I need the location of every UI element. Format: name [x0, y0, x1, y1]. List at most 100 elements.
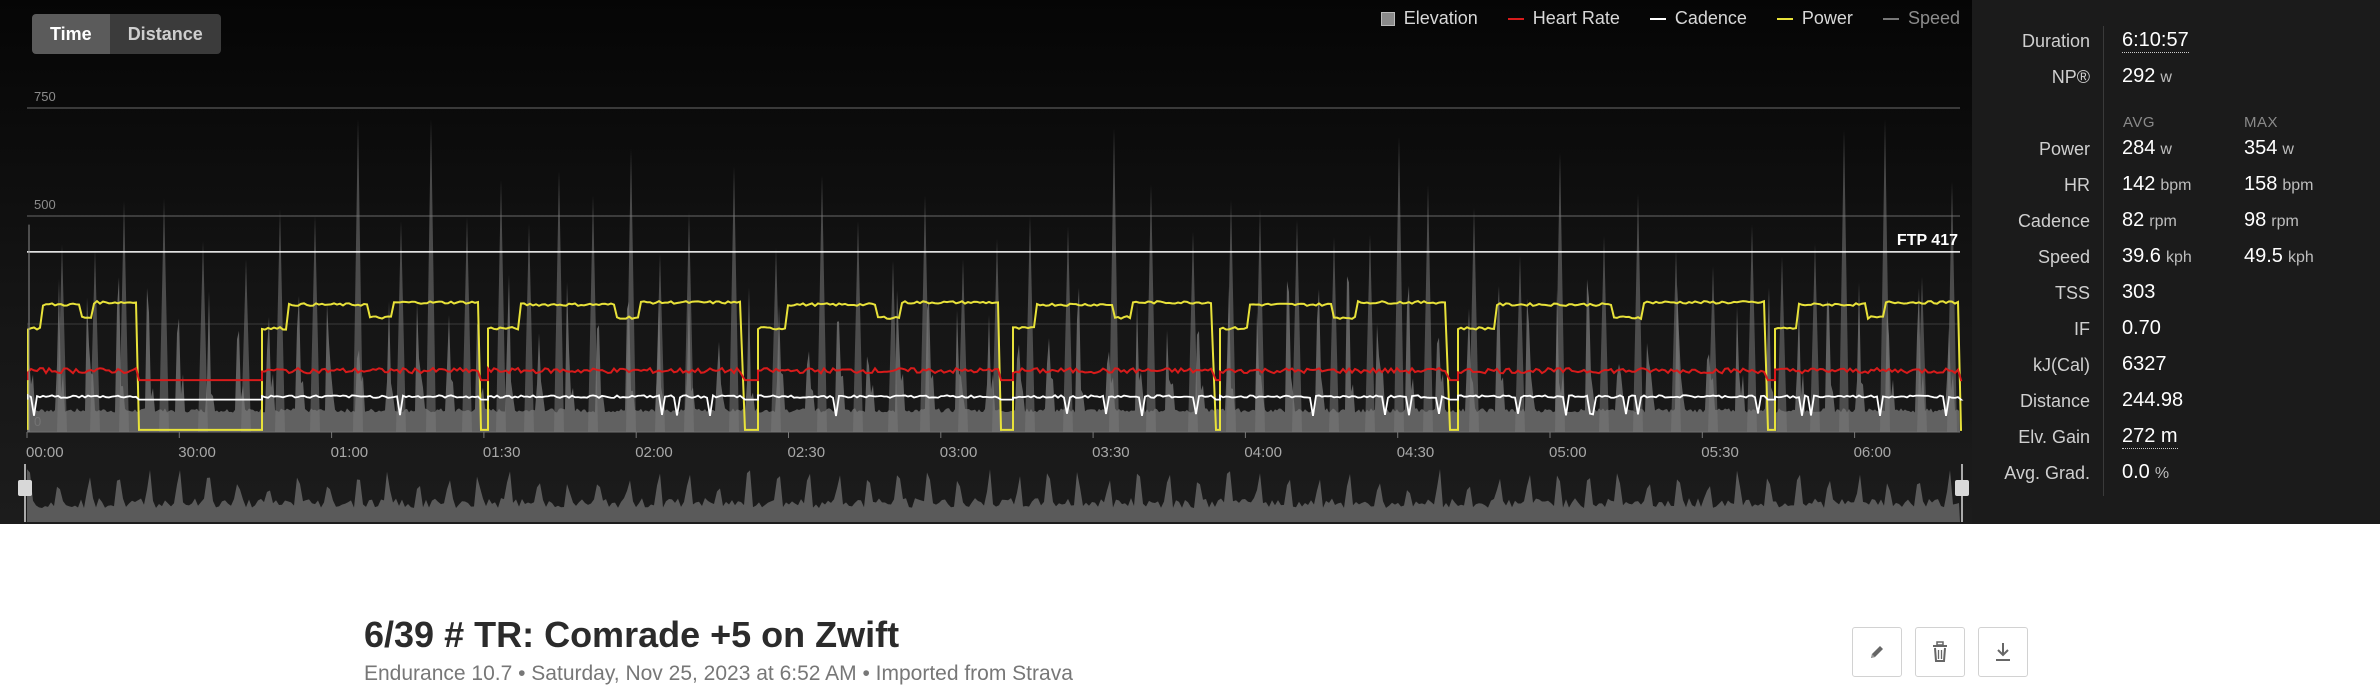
- download-icon: [1996, 643, 2010, 661]
- elevation-spike: [853, 220, 863, 432]
- cadence-max-unit: rpm: [2271, 213, 2299, 230]
- cadence-avg: 82 rpm: [2122, 209, 2177, 232]
- speed-avg-value: 39.6: [2122, 245, 2161, 267]
- edit-button[interactable]: [1852, 627, 1902, 677]
- elevation-area: [27, 274, 1960, 432]
- x-tick-label: 01:30: [483, 444, 521, 461]
- delete-button[interactable]: [1915, 627, 1965, 677]
- elevation-spike: [275, 208, 285, 432]
- x-tick-label: 03:00: [940, 444, 978, 461]
- elevation-spike: [1329, 237, 1339, 432]
- overview-area: [27, 469, 1960, 522]
- y-tick-label: 750: [34, 89, 56, 104]
- activity-meta: Endurance 10.7 • Saturday, Nov 25, 2023 …: [364, 662, 1073, 685]
- legend-cadence[interactable]: Cadence: [1649, 8, 1747, 29]
- elevation-gain-value: 272 m: [2122, 425, 2178, 449]
- elevation-spike: [1947, 181, 1957, 432]
- distance-mode-button[interactable]: Distance: [109, 14, 221, 54]
- power-line: [27, 299, 1963, 431]
- speed-max-unit: kph: [2287, 249, 2314, 266]
- range-handle-left-icon[interactable]: [18, 480, 32, 496]
- elevation-spike: [1255, 208, 1265, 432]
- ride-chart-panel: 7505000FTP 41700:0030:0001:0001:3002:000…: [0, 0, 1972, 524]
- speed-avg: 39.6 kph: [2122, 245, 2192, 268]
- download-button[interactable]: [1978, 627, 2028, 677]
- legend-power[interactable]: Power: [1776, 8, 1853, 29]
- cadence-label: Cadence: [2017, 211, 2090, 231]
- np-label: NP®: [2051, 67, 2090, 87]
- hr-avg-value: 142: [2122, 173, 2156, 195]
- power-swatch-icon: [1776, 17, 1793, 20]
- kj-value: 6327: [2122, 353, 2167, 375]
- elevation-spike: [1917, 276, 1927, 432]
- elevation-spike: [1515, 255, 1525, 432]
- power-max-value: 354: [2244, 137, 2278, 159]
- elevation-spike: [198, 240, 208, 432]
- duration-value: 6:10:57: [2122, 29, 2189, 53]
- trash-icon: [1933, 641, 1947, 662]
- duration-label: Duration: [2021, 31, 2090, 51]
- x-tick-label: 30:00: [178, 444, 216, 461]
- range-handle-right-icon[interactable]: [1955, 480, 1969, 496]
- elevation-spike: [119, 200, 129, 432]
- elevation-spike: [626, 148, 636, 432]
- cadence-line: [27, 393, 1964, 417]
- avg-grade-unit: %: [2154, 465, 2170, 482]
- x-tick-label: 05:30: [1701, 444, 1739, 461]
- hr-max: 158 bpm: [2244, 173, 2314, 196]
- elevation-spike: [426, 118, 436, 433]
- hr-max-value: 158: [2244, 173, 2278, 195]
- elevation-spike: [524, 223, 534, 432]
- legend-heart-rate[interactable]: Heart Rate: [1507, 8, 1620, 29]
- x-tick-label: 04:30: [1397, 444, 1435, 461]
- speed-max: 49.5 kph: [2244, 245, 2314, 268]
- legend-label: Cadence: [1674, 8, 1747, 28]
- time-mode-button[interactable]: Time: [32, 14, 110, 54]
- elevation-spike: [1810, 243, 1820, 432]
- stats-divider: [2103, 26, 2104, 496]
- distance-value: 244.98: [2122, 389, 2184, 411]
- activity-title: 6/39 # TR: Comrade +5 on Zwift: [364, 614, 900, 655]
- if-value: 0.70: [2122, 317, 2161, 339]
- x-tick-label: 03:30: [1092, 444, 1130, 461]
- power-max-unit: w: [2282, 141, 2294, 158]
- elevation-spike: [1839, 129, 1849, 432]
- elevation-spike: [1469, 206, 1479, 432]
- speed-swatch-icon: [1882, 17, 1899, 20]
- elevation-spike: [353, 118, 363, 432]
- ftp-label: FTP 417: [1897, 232, 1958, 249]
- speed-avg-unit: kph: [2165, 249, 2192, 266]
- x-tick-label: 02:00: [635, 444, 673, 461]
- elevation-spike: [888, 260, 898, 432]
- tss-label: TSS: [2054, 283, 2090, 303]
- x-tick-label: 06:00: [1854, 444, 1892, 461]
- avg-grade-value: 0.0%: [2122, 461, 2169, 484]
- x-tick-label: 00:00: [26, 444, 64, 461]
- distance-label: Distance: [2019, 391, 2090, 411]
- elevation-spike: [396, 220, 406, 432]
- elevation-swatch-icon: [1380, 11, 1395, 26]
- elevation-spike: [159, 198, 169, 432]
- elevation-spike: [1708, 266, 1718, 432]
- elevation-spike: [1777, 256, 1787, 432]
- kj-label: kJ(Cal): [2033, 355, 2090, 375]
- elevation-spike: [310, 215, 320, 432]
- x-tick-label: 04:00: [1244, 444, 1282, 461]
- elevation-spike: [1671, 249, 1681, 432]
- avg-grade-number: 0.0: [2122, 461, 2150, 483]
- elevation-gain-label: Elv. Gain: [2018, 427, 2090, 447]
- power-avg: 284 w: [2122, 137, 2172, 160]
- chart-legend: Elevation Heart Rate Cadence Power Speed: [1380, 8, 1960, 29]
- x-axis-mode-toggle: Time Distance: [32, 14, 221, 54]
- np-value: 292 w: [2122, 65, 2172, 88]
- pencil-icon: [1871, 646, 1883, 658]
- elevation-spike: [1880, 118, 1890, 432]
- legend-speed[interactable]: Speed: [1882, 8, 1960, 29]
- avg-column-header: AVG: [2123, 114, 2156, 131]
- np-number: 292: [2122, 65, 2156, 87]
- elevation-spike: [1423, 184, 1433, 432]
- ride-chart[interactable]: 7505000FTP 41700:0030:0001:0001:3002:000…: [0, 0, 1972, 524]
- x-tick-label: 01:00: [331, 444, 369, 461]
- elevation-spike: [655, 253, 665, 432]
- legend-elevation[interactable]: Elevation: [1380, 8, 1478, 29]
